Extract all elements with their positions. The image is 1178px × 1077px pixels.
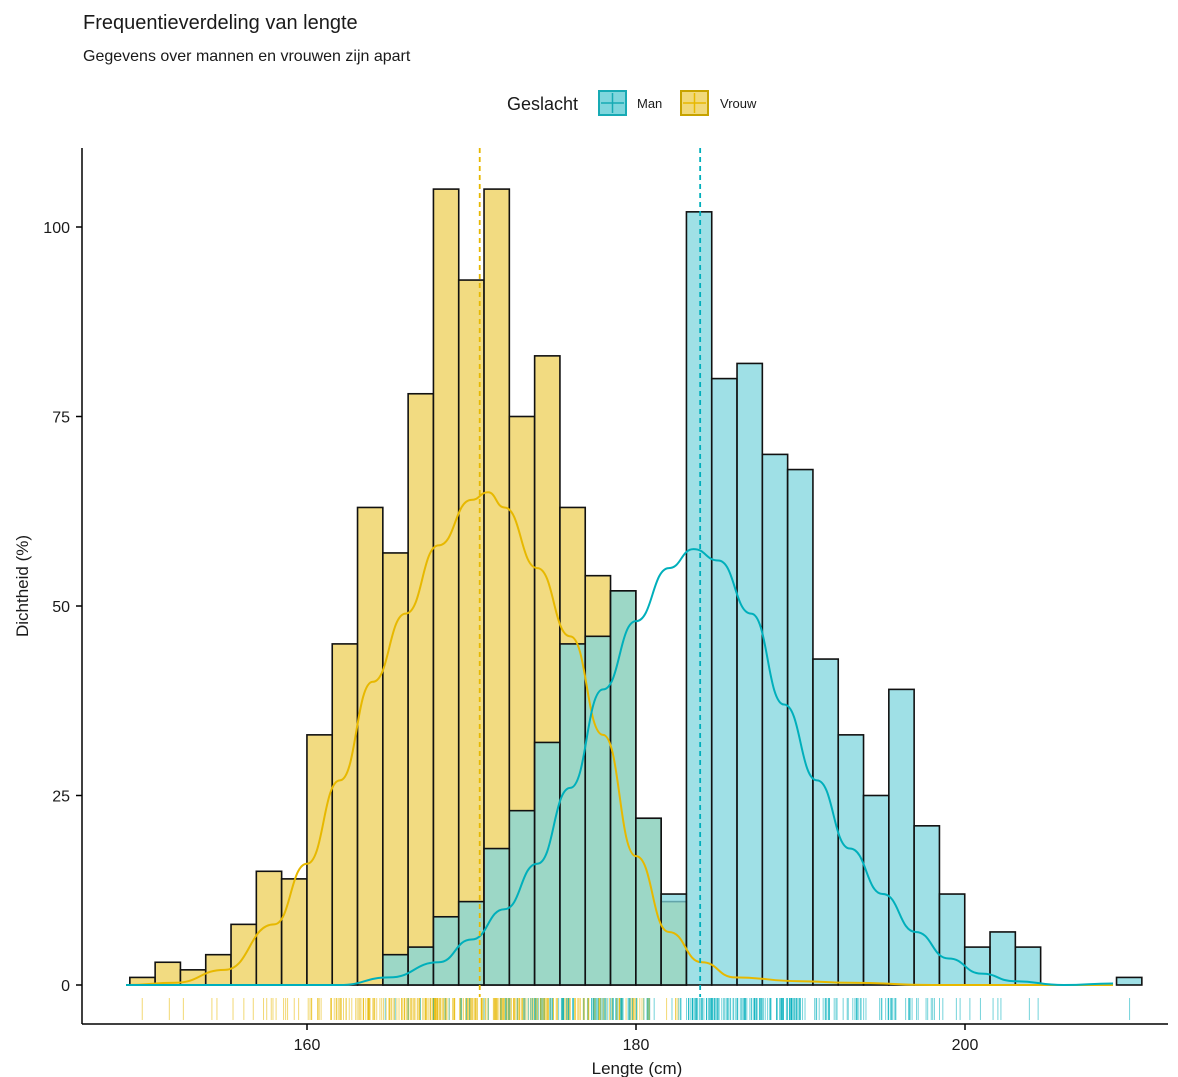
bar-man: [635, 817, 662, 986]
bar-vrouw: [331, 643, 359, 986]
bar-vrouw: [280, 878, 308, 986]
bar-man: [761, 453, 789, 986]
x-axis-ticks: 160 180 200: [294, 1024, 979, 1054]
bar-vrouw: [356, 506, 384, 986]
y-tick-label: 50: [52, 599, 70, 616]
bar-man: [1014, 946, 1042, 986]
legend-title: Geslacht: [507, 94, 578, 114]
density-man: [126, 548, 1114, 987]
bar-man: [508, 809, 536, 986]
chart-subtitle: Gegevens over mannen en vrouwen zijn apa…: [83, 48, 411, 65]
bar-vrouw: [230, 923, 258, 986]
bar-man: [888, 688, 915, 986]
bar-man: [1115, 976, 1143, 986]
legend-item-man: Man: [598, 90, 662, 116]
rug-marks: [141, 998, 1131, 1020]
bar-man: [989, 931, 1017, 986]
bar-vrouw: [306, 734, 334, 986]
y-axis-ticks: 0 25 50 75 100: [43, 220, 82, 995]
density-vrouw: [126, 491, 1114, 987]
bar-man: [963, 946, 991, 986]
bar-vrouw: [457, 279, 485, 986]
bar-man: [432, 915, 460, 986]
bar-vrouw: [407, 392, 435, 986]
bar-man: [938, 893, 966, 986]
bar-man: [559, 643, 587, 986]
x-tick-label: 180: [623, 1037, 650, 1054]
bar-vrouw: [382, 552, 409, 986]
bar-man: [837, 734, 865, 986]
bar-man: [786, 468, 814, 986]
bars-man: [382, 211, 1143, 986]
bar-man: [812, 658, 840, 986]
bar-man: [382, 953, 409, 986]
bar-man: [483, 847, 511, 986]
x-tick-label: 160: [294, 1037, 321, 1054]
bar-man: [609, 590, 637, 986]
density-curves: [126, 491, 1114, 987]
bar-vrouw: [154, 961, 182, 986]
bar-man: [736, 362, 764, 986]
y-tick-label: 0: [61, 978, 70, 995]
y-axis-title: Dichtheid (%): [13, 535, 32, 637]
y-tick-label: 25: [52, 789, 70, 806]
mean-lines: [478, 148, 702, 997]
chart-title: Frequentieverdeling van lengte: [83, 12, 358, 34]
bar-man: [660, 893, 688, 986]
bar-vrouw: [255, 870, 283, 986]
y-tick-label: 75: [52, 410, 70, 427]
y-tick-label: 100: [43, 220, 70, 237]
x-axis-title: Lengte (cm): [592, 1059, 683, 1077]
legend-item-vrouw: Vrouw: [680, 90, 757, 116]
x-tick-label: 200: [952, 1037, 979, 1054]
bar-vrouw: [432, 188, 460, 986]
bar-man: [685, 211, 713, 986]
bar-man: [913, 825, 941, 986]
legend-label-man: Man: [637, 96, 662, 111]
legend: Geslacht Man Vrouw: [507, 90, 757, 116]
legend-label-vrouw: Vrouw: [720, 96, 757, 111]
bar-man: [710, 377, 738, 986]
